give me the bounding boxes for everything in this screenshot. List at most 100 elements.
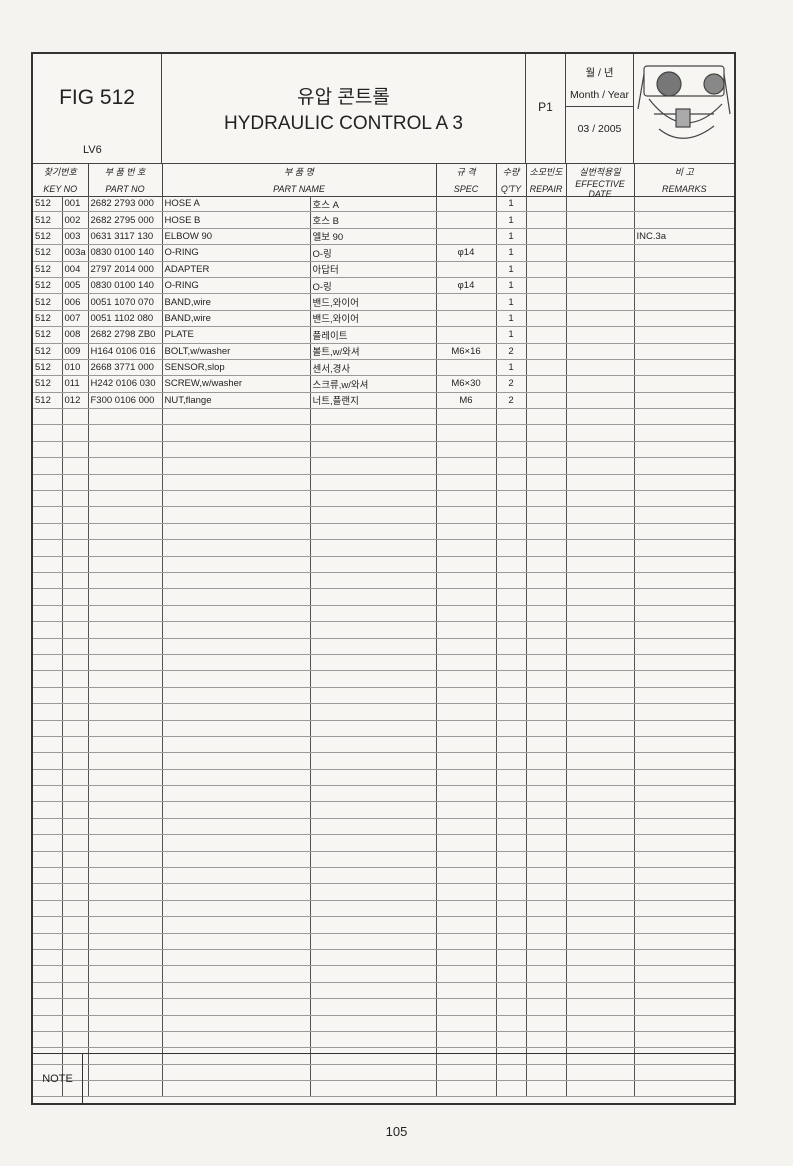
cell-spec xyxy=(436,588,497,606)
cell-date xyxy=(566,1064,635,1082)
cell-key xyxy=(62,539,89,557)
cell-part xyxy=(88,900,163,918)
table-row xyxy=(33,834,734,852)
cell-part xyxy=(88,720,163,737)
cell-fig xyxy=(33,769,63,787)
cell-name-en xyxy=(162,670,311,688)
cell-qty xyxy=(496,769,527,787)
table-row xyxy=(33,785,734,803)
cell-part: 0830 0100 140 xyxy=(88,244,163,262)
cell-remarks xyxy=(634,769,734,787)
cell-part xyxy=(88,801,163,819)
table-row: 512 010 2668 3771 000 SENSOR,slop 센서,경사 1 xyxy=(33,359,734,377)
cell-key xyxy=(62,408,89,426)
cell-name-en: BOLT,w/washer xyxy=(162,343,311,360)
cell-name-kr: 아답터 xyxy=(310,261,437,278)
cell-qty xyxy=(496,1064,527,1082)
cell-remarks xyxy=(634,343,734,360)
cell-date xyxy=(566,506,635,524)
cell-spec xyxy=(436,474,497,492)
cell-fig xyxy=(33,916,63,934)
cell-part: F300 0106 000 xyxy=(88,392,163,410)
cell-key xyxy=(62,703,89,721)
cell-remarks xyxy=(634,588,734,606)
cell-qty xyxy=(496,441,527,459)
cell-repair xyxy=(526,687,567,705)
cell-name-en xyxy=(162,982,311,1000)
cell-qty: 1 xyxy=(496,196,527,213)
cell-name-kr xyxy=(310,605,437,623)
table-row xyxy=(33,474,734,492)
fig-number: FIG 512 xyxy=(59,86,135,109)
cell-fig: 512 xyxy=(33,277,63,295)
cell-name-kr xyxy=(310,424,437,442)
table-row xyxy=(33,654,734,672)
cell-remarks xyxy=(634,703,734,721)
cell-key xyxy=(62,441,89,459)
cell-name-kr: 호스 A xyxy=(310,196,437,213)
cell-repair xyxy=(526,621,567,639)
cell-key: 003a xyxy=(62,244,89,262)
cell-repair xyxy=(526,211,567,229)
cell-name-en xyxy=(162,621,311,639)
cell-name-en: HOSE B xyxy=(162,211,311,229)
cell-part xyxy=(88,556,163,573)
cell-remarks xyxy=(634,523,734,541)
cell-name-kr: O-링 xyxy=(310,244,437,262)
cell-part: H242 0106 030 xyxy=(88,375,163,393)
cell-remarks xyxy=(634,916,734,934)
cell-fig xyxy=(33,506,63,524)
cell-part xyxy=(88,1031,163,1049)
cell-qty xyxy=(496,457,527,475)
cell-spec xyxy=(436,720,497,737)
cell-spec xyxy=(436,916,497,934)
cell-repair xyxy=(526,1064,567,1082)
cell-remarks xyxy=(634,211,734,229)
cell-date xyxy=(566,736,635,754)
page-code-box: P1 xyxy=(526,54,566,163)
cell-fig xyxy=(33,605,63,623)
cell-part xyxy=(88,1064,163,1082)
cell-part xyxy=(88,670,163,688)
cell-qty: 1 xyxy=(496,211,527,229)
cell-name-kr: 너트,플랜지 xyxy=(310,392,437,410)
cell-qty: 2 xyxy=(496,392,527,410)
cell-qty: 2 xyxy=(496,375,527,393)
cell-remarks xyxy=(634,556,734,573)
cell-remarks xyxy=(634,982,734,1000)
col-qty-en: Q'TY xyxy=(496,179,527,199)
cell-key xyxy=(62,933,89,950)
cell-fig xyxy=(33,752,63,770)
cell-part xyxy=(88,1015,163,1032)
cell-repair xyxy=(526,1080,567,1098)
cell-qty xyxy=(496,490,527,508)
cell-key xyxy=(62,457,89,475)
cell-name-en xyxy=(162,441,311,459)
cell-repair xyxy=(526,752,567,770)
cell-qty xyxy=(496,588,527,606)
cell-repair xyxy=(526,523,567,541)
cell-qty xyxy=(496,424,527,442)
cell-remarks xyxy=(634,1015,734,1032)
cell-name-kr xyxy=(310,441,437,459)
cell-remarks xyxy=(634,277,734,295)
cell-key xyxy=(62,1031,89,1049)
cell-spec xyxy=(436,310,497,328)
table-row xyxy=(33,703,734,721)
parts-table: 512 001 2682 2793 000 HOSE A 호스 A 1 512 002 2682… xyxy=(33,196,734,1098)
cell-date xyxy=(566,392,635,410)
cell-key: 001 xyxy=(62,196,89,213)
cell-spec xyxy=(436,1031,497,1049)
cell-name-en xyxy=(162,1031,311,1049)
cell-name-en: O-RING xyxy=(162,277,311,295)
cell-key: 005 xyxy=(62,277,89,295)
cell-date xyxy=(566,752,635,770)
cell-part xyxy=(88,490,163,508)
table-row xyxy=(33,506,734,524)
cell-spec xyxy=(436,359,497,377)
cell-part xyxy=(88,818,163,836)
cell-key: 002 xyxy=(62,211,89,229)
table-row: 512 002 2682 2795 000 HOSE B 호스 B 1 xyxy=(33,211,734,229)
cell-name-kr xyxy=(310,933,437,950)
cell-key xyxy=(62,1080,89,1098)
